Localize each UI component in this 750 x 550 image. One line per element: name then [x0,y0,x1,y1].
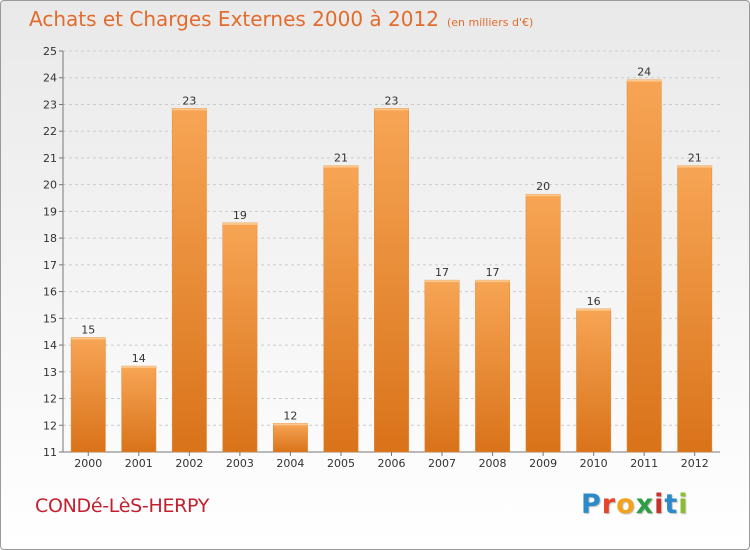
y-tick-label: 18 [43,232,57,245]
y-tick-label: 14 [43,339,57,352]
chart-subtitle: (en milliers d'€) [446,16,534,29]
bar [272,423,308,453]
bar-highlight [525,194,561,197]
x-tick-label: 2008 [479,457,507,470]
y-tick-label: 25 [43,45,57,58]
bar-highlight [677,165,712,168]
x-tick-label: 2011 [630,457,658,470]
bar-highlight [273,423,308,426]
bar [424,279,460,453]
data-label: 19 [233,209,247,222]
bar [576,308,612,453]
x-tick-label: 2001 [125,457,153,470]
logo-letter: x [635,489,655,520]
bar [677,165,713,453]
y-tick-label: 23 [43,98,57,111]
bar-highlight [475,280,510,283]
bar [70,337,106,453]
chart-title: Achats et Charges Externes 2000 à 2012 [29,7,439,31]
data-label: 17 [486,266,500,279]
data-label: 23 [182,94,196,107]
y-tick-label: 24 [43,72,57,85]
data-label: 21 [334,152,348,165]
bar-highlight [424,280,460,283]
y-tick-label: 13 [43,366,57,379]
x-tick-label: 2012 [681,457,709,470]
data-label: 23 [385,94,399,107]
bar [323,165,359,453]
data-label: 12 [283,409,297,422]
logo-letter: t [664,489,679,520]
data-label: 16 [587,295,601,308]
logo-letter: i [654,489,665,520]
bar-highlight [627,79,662,82]
bar [171,108,207,453]
title-block: Achats et Charges Externes 2000 à 2012 (e… [29,7,533,31]
y-tick-label: 22 [43,125,57,138]
bar-highlight [576,308,611,311]
bar [525,193,561,453]
bar [626,79,662,453]
y-tick-label: 12 [43,419,57,432]
x-tick-label: 2009 [529,457,557,470]
proxiti-logo: Proxiti [581,489,689,520]
bar [374,108,409,453]
data-label: 21 [688,152,702,165]
x-tick-label: 2005 [327,457,355,470]
bar [475,279,511,453]
x-tick-label: 2002 [175,457,203,470]
commune-name: CONDé-LèS-HERPY [35,495,210,517]
y-tick-label: 20 [43,179,57,192]
logo-letter: o [616,489,636,520]
logo-letter: i [678,489,689,520]
bar-highlight [172,108,207,111]
y-tick-label: 19 [43,205,57,218]
y-tick-label: 11 [43,446,57,459]
x-tick-label: 2000 [74,457,102,470]
data-label: 15 [81,323,95,336]
bar-highlight [222,222,258,225]
x-tick-label: 2007 [428,457,456,470]
x-tick-label: 2003 [226,457,254,470]
y-tick-label: 21 [43,152,57,165]
y-tick-label: 17 [43,259,57,272]
logo-letter: r [601,489,617,520]
bar-highlight [323,165,359,168]
bar-highlight [71,337,106,340]
y-tick-label: 16 [43,286,57,299]
bar-highlight [374,108,409,111]
data-label: 24 [637,66,651,79]
y-tick-label: 15 [43,312,57,325]
bar-highlight [121,366,156,369]
x-tick-label: 2004 [276,457,304,470]
x-tick-label: 2006 [378,457,406,470]
y-tick-label: 12 [43,393,57,406]
x-tick-label: 2010 [580,457,608,470]
data-label: 14 [132,352,146,365]
bar [121,365,157,453]
data-label: 17 [435,266,449,279]
data-label: 20 [536,180,550,193]
logo-letter: P [581,489,602,520]
bar [222,222,258,453]
